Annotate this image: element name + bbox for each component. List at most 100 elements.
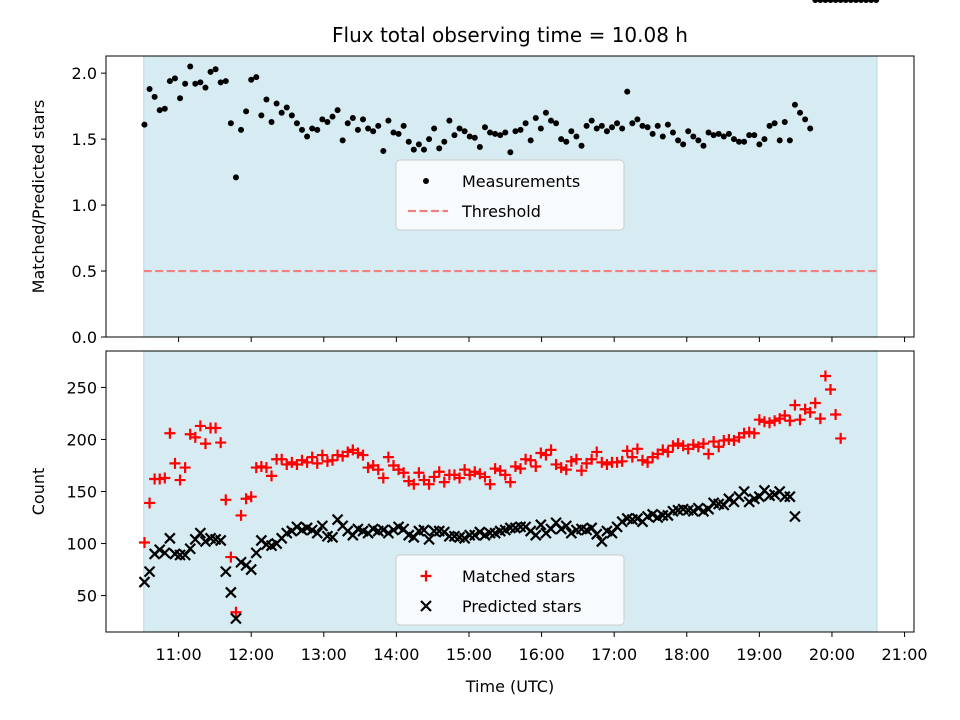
y-tick-label: 100 <box>66 535 97 554</box>
data-point <box>174 549 186 561</box>
data-point <box>220 494 232 506</box>
data-point <box>304 133 311 140</box>
y-tick-label: 1.0 <box>72 196 97 215</box>
data-point <box>258 112 265 119</box>
data-point <box>138 536 150 548</box>
data-point <box>708 436 720 448</box>
data-point <box>461 128 468 135</box>
data-point <box>532 115 539 122</box>
data-point <box>235 509 247 521</box>
data-point <box>476 144 483 151</box>
data-point <box>570 453 582 465</box>
data-point <box>250 547 263 559</box>
data-point <box>230 612 242 625</box>
data-point <box>299 126 306 133</box>
data-point <box>809 397 821 409</box>
data-point <box>502 129 509 136</box>
data-point <box>835 432 847 444</box>
data-point <box>802 116 809 123</box>
y-tick-label: 150 <box>66 483 97 502</box>
x-tick-label: 13:00 <box>301 645 347 664</box>
legend-swatch <box>420 570 432 582</box>
data-point <box>260 462 272 474</box>
data-point <box>359 116 366 123</box>
data-point <box>499 469 511 481</box>
data-point <box>415 141 422 148</box>
data-point <box>309 125 316 132</box>
data-point <box>159 472 171 484</box>
data-point <box>608 124 615 131</box>
data-point <box>542 109 549 116</box>
data-point <box>339 137 346 144</box>
data-point <box>189 431 201 443</box>
data-point <box>530 461 542 473</box>
data-point <box>736 138 743 145</box>
data-point <box>631 443 643 455</box>
data-point <box>293 120 300 127</box>
data-point <box>243 108 250 115</box>
data-point <box>812 0 819 3</box>
y-tick-label: 0.0 <box>72 328 97 347</box>
data-point <box>372 464 384 476</box>
data-point <box>553 120 560 127</box>
data-point <box>756 141 763 148</box>
data-point <box>868 0 875 3</box>
data-point <box>410 146 417 153</box>
data-point <box>522 120 529 127</box>
data-point <box>576 465 588 477</box>
data-point <box>794 414 806 426</box>
data-point <box>184 542 196 555</box>
data-point <box>825 384 837 396</box>
data-point <box>601 458 613 470</box>
data-point <box>489 463 501 475</box>
data-point <box>214 534 227 547</box>
data-point <box>591 446 603 458</box>
data-point <box>598 122 605 129</box>
data-point <box>852 0 859 3</box>
data-point <box>535 519 547 531</box>
legend-label: Measurements <box>462 172 580 191</box>
data-point <box>555 462 567 474</box>
data-point <box>781 118 788 125</box>
data-point <box>423 478 435 490</box>
data-point <box>819 370 831 382</box>
data-point <box>141 121 148 128</box>
data-point <box>639 122 646 129</box>
data-point <box>786 137 793 144</box>
data-point <box>227 120 234 127</box>
data-point <box>408 478 420 490</box>
data-point <box>166 78 173 85</box>
data-point <box>779 490 791 503</box>
data-point <box>283 104 290 111</box>
data-point <box>680 141 687 148</box>
data-point <box>164 427 176 439</box>
chart-title: Flux total observing time = 10.08 h <box>332 23 688 47</box>
data-point <box>286 456 298 468</box>
data-point <box>436 145 443 152</box>
data-point <box>238 126 245 133</box>
data-point <box>202 84 209 91</box>
data-point <box>817 0 824 3</box>
data-point <box>301 456 313 468</box>
data-point <box>771 120 778 127</box>
data-point <box>212 66 219 73</box>
data-point <box>245 563 257 576</box>
data-point <box>720 133 727 140</box>
data-point <box>695 137 702 144</box>
legend-label: Predicted stars <box>462 597 582 616</box>
data-point <box>710 132 717 139</box>
data-point <box>357 449 369 461</box>
data-point <box>588 117 595 124</box>
data-point <box>784 415 796 427</box>
data-point <box>664 121 671 128</box>
data-point <box>791 101 798 108</box>
data-point <box>746 132 753 139</box>
data-point <box>863 0 870 3</box>
data-point <box>789 399 801 411</box>
data-point <box>481 124 488 131</box>
data-point <box>779 410 791 422</box>
data-point <box>296 454 308 466</box>
data-point <box>177 95 184 102</box>
data-point <box>814 413 826 425</box>
data-point <box>784 490 796 503</box>
